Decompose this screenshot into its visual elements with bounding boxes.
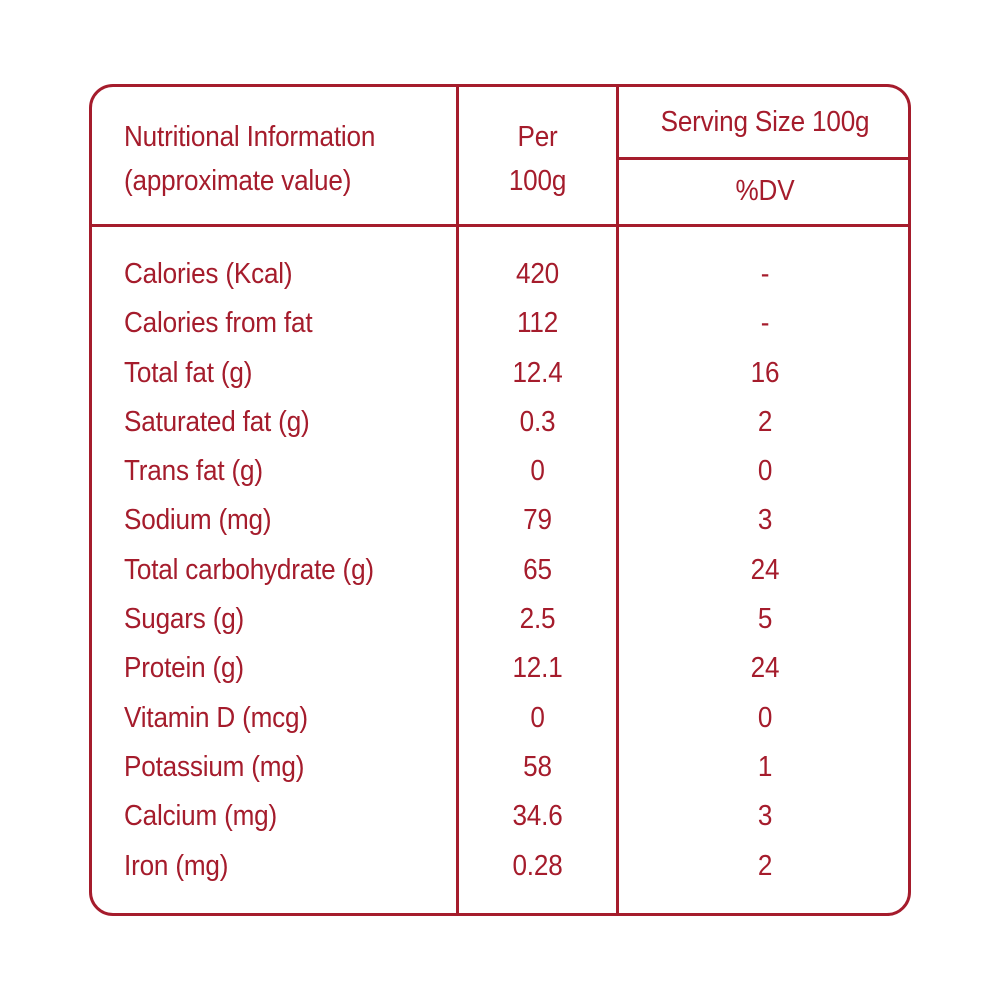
per-100g-value: 0.28 [512,849,563,882]
dv-value: 2 [757,405,773,438]
per-100g-value: 12.1 [512,652,563,685]
per-100g-value: 34.6 [512,800,563,833]
dv-value: 24 [750,652,780,685]
nutrient-name: Total carbohydrate (g) [124,553,374,586]
per-100g-value: 12.4 [512,356,563,389]
dv-value: 1 [757,750,773,783]
dv-value: 3 [757,800,773,833]
per-100g-value: 0 [530,455,545,488]
nutrient-name: Total fat (g) [124,356,253,389]
per-100g-value: 112 [516,307,559,340]
nutrition-table: Nutritional Information (approximate val… [89,84,911,916]
per-header-line1: Per [517,121,558,153]
dv-value: 0 [757,701,773,734]
header-divider [92,224,908,227]
table-title: Nutritional Information (approximate val… [124,115,375,203]
per-100g-header: Per 100g [467,115,608,203]
serving-header-divider [616,157,908,160]
nutrient-name: Sugars (g) [124,603,245,636]
nutrient-rows: Calories (Kcal) 420 - Calories from fat … [92,255,908,896]
nutrient-name: Trans fat (g) [124,455,263,488]
table-row: Iron (mg) 0.28 2 [92,847,908,896]
nutrient-name: Calcium (mg) [124,800,277,833]
nutrient-name: Vitamin D (mcg) [124,701,308,734]
per-header-line2: 100g [508,165,567,197]
table-row: Trans fat (g) 0 0 [92,452,908,501]
nutrient-name: Iron (mg) [124,849,229,882]
table-row: Calories from fat 112 - [92,304,908,353]
per-100g-value: 2.5 [519,603,556,636]
dv-value: - [760,258,770,290]
column-divider-left [456,87,459,913]
table-row: Protein (g) 12.1 24 [92,649,908,698]
nutrient-name: Calories (Kcal) [124,258,293,290]
table-row: Vitamin D (mcg) 0 0 [92,699,908,748]
dv-value: 5 [757,603,773,636]
table-row: Saturated fat (g) 0.3 2 [92,403,908,452]
table-row: Calories (Kcal) 420 - [92,255,908,304]
table-row: Sugars (g) 2.5 5 [92,600,908,649]
table-title-line1: Nutritional Information [124,121,376,153]
nutrient-name: Calories from fat [124,307,313,340]
nutrient-name: Saturated fat (g) [124,405,310,438]
per-100g-value: 0.3 [519,405,556,438]
table-title-line2: (approximate value) [124,165,352,197]
dv-value: - [760,307,770,340]
column-divider-right [616,87,619,913]
dv-value: 16 [750,356,780,389]
dv-value: 2 [757,849,773,882]
table-row: Total fat (g) 12.4 16 [92,354,908,403]
table-row: Total carbohydrate (g) 65 24 [92,551,908,600]
per-100g-value: 420 [515,258,560,290]
dv-header: %DV [735,175,795,207]
nutrient-name: Protein (g) [124,652,244,685]
per-100g-value: 79 [523,504,552,537]
nutrient-name: Potassium (mg) [124,750,305,783]
table-row: Calcium (mg) 34.6 3 [92,797,908,846]
per-100g-value: 58 [523,750,552,783]
dv-value: 0 [757,455,773,488]
dv-value: 24 [750,553,780,586]
per-100g-value: 65 [523,553,552,586]
table-row: Potassium (mg) 58 1 [92,748,908,797]
dv-value: 3 [757,504,773,537]
serving-size-header: Serving Size 100g [660,106,870,138]
table-row: Sodium (mg) 79 3 [92,501,908,550]
nutrient-name: Sodium (mg) [124,504,272,537]
per-100g-value: 0 [530,701,545,734]
